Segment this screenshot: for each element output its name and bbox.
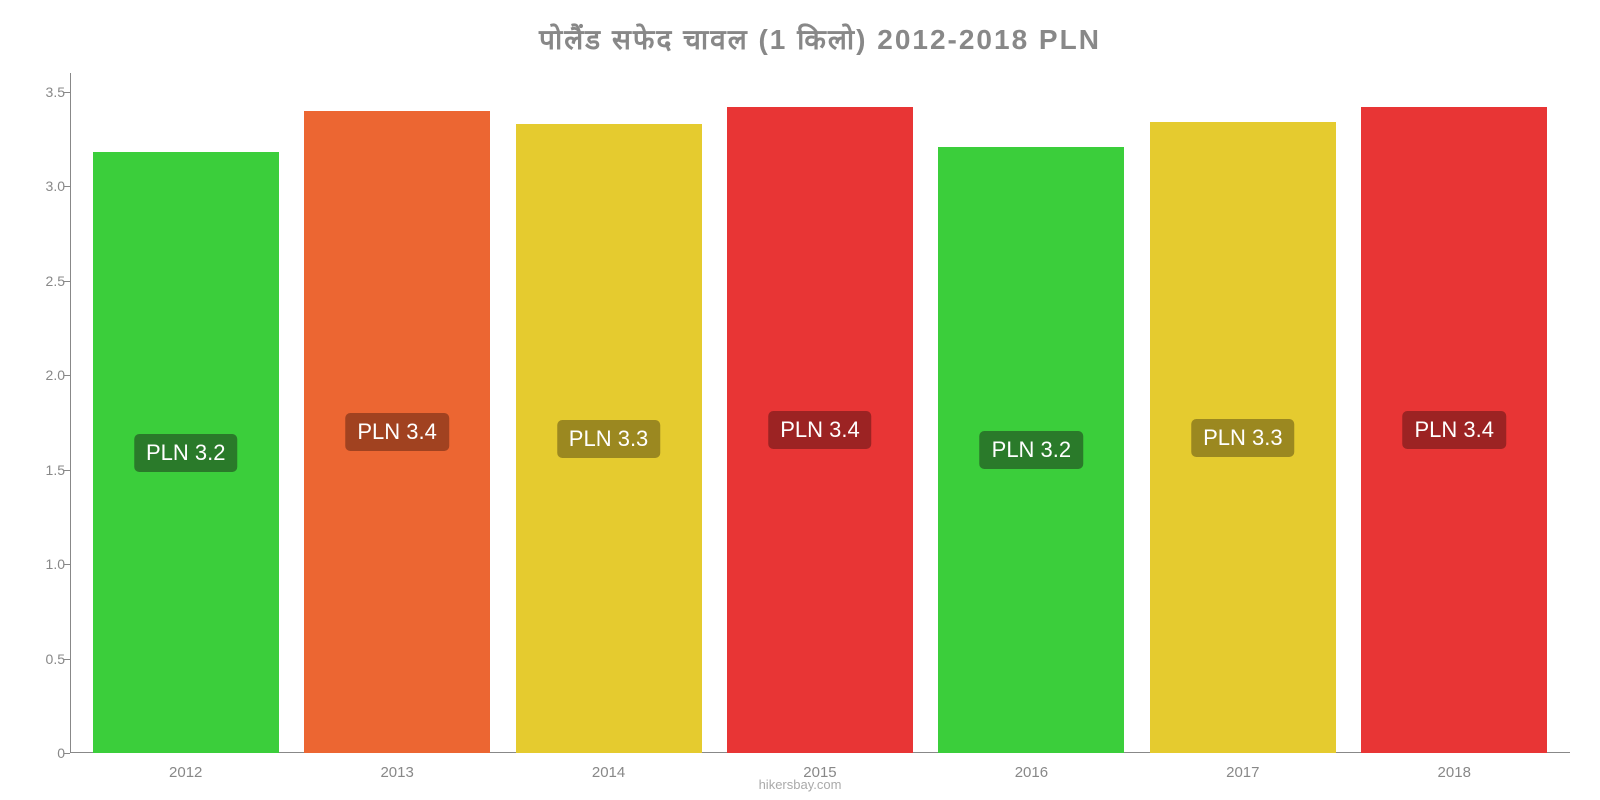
- y-tick-label: 3.5: [25, 84, 65, 100]
- y-tick-label: 1.5: [25, 462, 65, 478]
- x-tick-label: 2014: [592, 764, 625, 781]
- bar-value-label: PLN 3.4: [345, 413, 449, 451]
- y-tick-label: 2.5: [25, 273, 65, 289]
- y-tick-mark: [64, 753, 70, 754]
- y-tick-label: 3.0: [25, 178, 65, 194]
- bar-value-label: PLN 3.4: [1402, 411, 1506, 449]
- bar: PLN 3.4: [727, 107, 913, 753]
- bar-value-label: PLN 3.2: [980, 431, 1084, 469]
- x-tick-label: 2018: [1438, 764, 1471, 781]
- bars-area: PLN 3.22012PLN 3.42013PLN 3.32014PLN 3.4…: [70, 73, 1570, 753]
- bar-group: PLN 3.42018: [1349, 73, 1560, 753]
- bar-value-label: PLN 3.3: [557, 420, 661, 458]
- plot-area: 00.51.01.52.02.53.03.5 PLN 3.22012PLN 3.…: [70, 73, 1570, 753]
- bar-group: PLN 3.22012: [80, 73, 291, 753]
- bar-value-label: PLN 3.4: [768, 411, 872, 449]
- bar: PLN 3.4: [304, 111, 490, 753]
- chart-container: पोलैंड सफेद चावल (1 किलो) 2012-2018 PLN …: [0, 0, 1600, 800]
- bar-value-label: PLN 3.2: [134, 434, 238, 472]
- x-tick-label: 2017: [1226, 764, 1259, 781]
- bar-group: PLN 3.42013: [291, 73, 502, 753]
- bar-group: PLN 3.32014: [503, 73, 714, 753]
- bar: PLN 3.3: [516, 124, 702, 753]
- y-tick-label: 0: [25, 745, 65, 761]
- x-tick-label: 2013: [380, 764, 413, 781]
- bar: PLN 3.2: [938, 147, 1124, 753]
- y-axis: 00.51.01.52.02.53.03.5: [25, 73, 65, 753]
- bar-value-label: PLN 3.3: [1191, 419, 1295, 457]
- bar-group: PLN 3.22016: [926, 73, 1137, 753]
- y-tick-label: 2.0: [25, 367, 65, 383]
- y-tick-label: 1.0: [25, 556, 65, 572]
- x-tick-label: 2016: [1015, 764, 1048, 781]
- bar-group: PLN 3.32017: [1137, 73, 1348, 753]
- bar: PLN 3.2: [93, 152, 279, 753]
- bar: PLN 3.3: [1150, 122, 1336, 753]
- bar: PLN 3.4: [1361, 107, 1547, 753]
- x-tick-label: 2012: [169, 764, 202, 781]
- attribution: hikersbay.com: [759, 777, 842, 792]
- chart-title: पोलैंड सफेद चावल (1 किलो) 2012-2018 PLN: [70, 20, 1570, 58]
- y-tick-label: 0.5: [25, 651, 65, 667]
- bar-group: PLN 3.42015: [714, 73, 925, 753]
